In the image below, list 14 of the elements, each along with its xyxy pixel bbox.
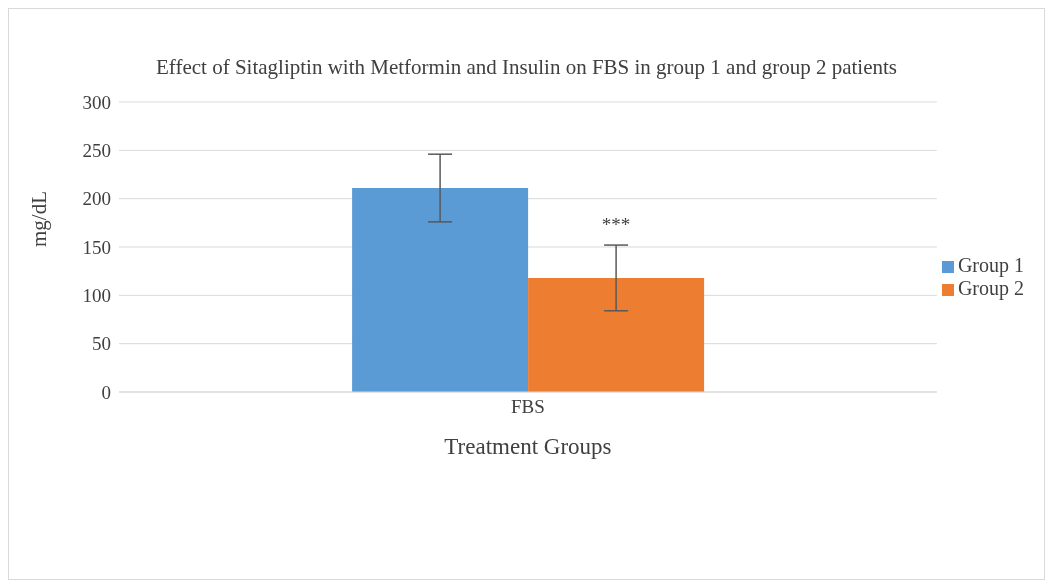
y-axis-title: mg/dL [27,191,52,247]
legend-label: Group 1 [957,254,1024,276]
y-tick-label: 0 [101,381,111,403]
y-tick-label: 150 [82,236,111,258]
y-tick-label: 200 [82,188,111,210]
y-tick-label: 50 [92,333,111,355]
chart-title: Effect of Sitagliptin with Metformin and Insulin on FBS in group 1 and group 2 patients [155,54,898,81]
legend-label: Group 2 [957,277,1024,299]
y-tick-label: 100 [82,285,111,307]
annotation: *** [601,214,631,236]
x-tick-label: FBS [511,396,545,418]
x-axis-title: Treatment Groups [444,434,612,459]
y-tick-label: 250 [82,140,111,162]
y-tick-label: 300 [82,91,111,113]
